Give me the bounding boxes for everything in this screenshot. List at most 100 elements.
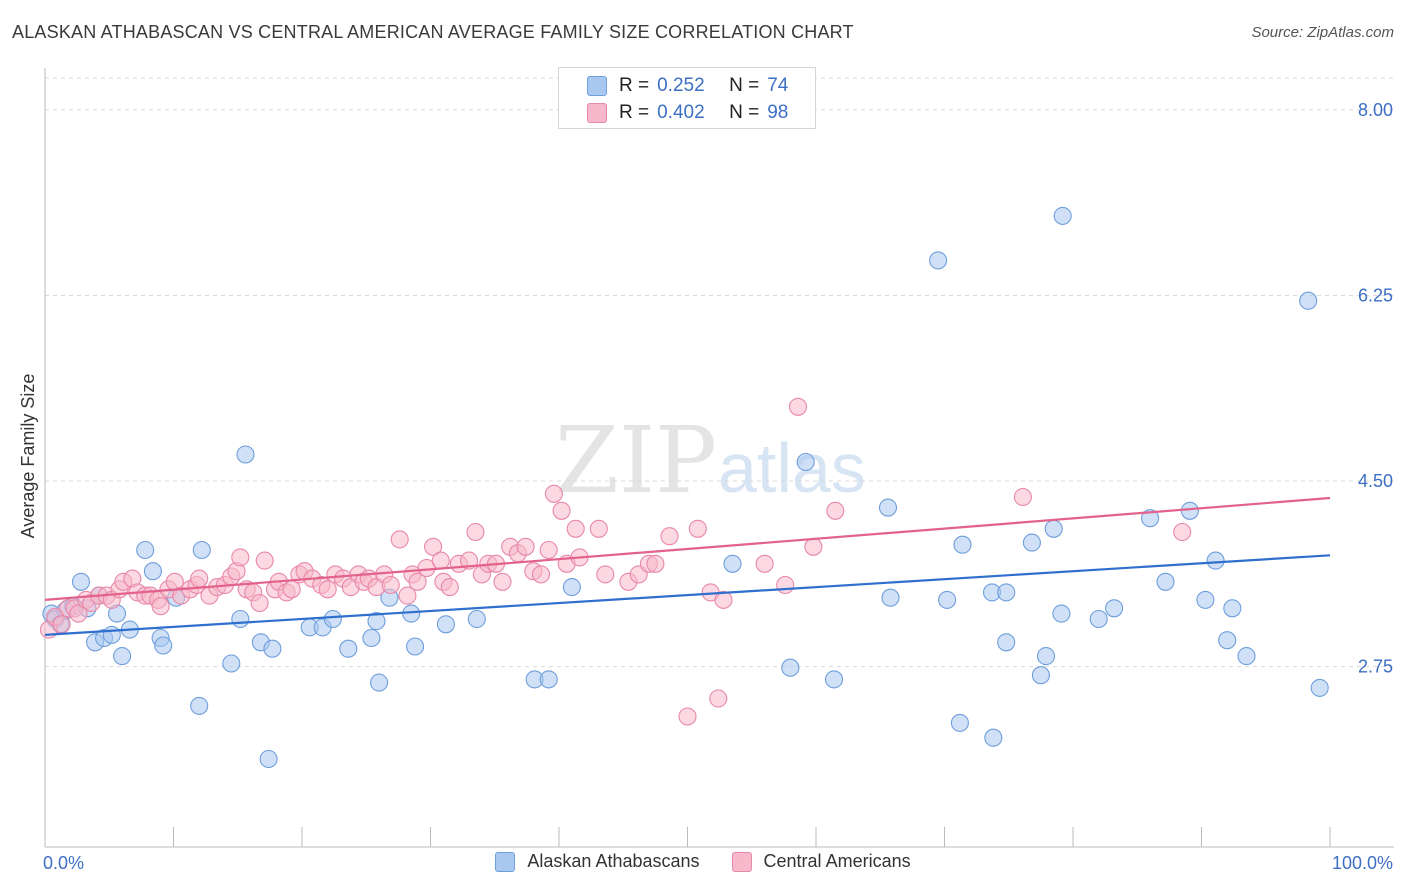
data-point (362, 628, 381, 648)
legend-item-central-american: Central Americans (731, 851, 911, 872)
y-tick-label: 8.00 (1358, 100, 1393, 120)
data-point (1299, 291, 1318, 310)
data-point (1237, 647, 1256, 666)
data-point (1173, 522, 1192, 542)
legend-swatch-athabascan (495, 851, 516, 872)
data-point (466, 522, 485, 542)
data-point (1022, 533, 1041, 552)
series-legend: Alaskan Athabascans Central Americans (0, 851, 1406, 872)
data-point (1156, 572, 1175, 591)
r-label: R = (619, 75, 650, 96)
data-point (1206, 551, 1225, 570)
data-point (1013, 487, 1032, 507)
x-tick-label: 0.0% (43, 853, 84, 873)
x-tick-label: 100.0% (1332, 853, 1393, 873)
data-point (1031, 666, 1050, 685)
data-point (370, 673, 389, 692)
r-value: 0.252 (657, 75, 705, 96)
data-point (390, 530, 409, 549)
watermark-atlas: atlas (718, 429, 866, 507)
watermark: ZIP atlas (555, 407, 866, 514)
data-point (190, 696, 209, 715)
data-point (113, 647, 132, 666)
data-point (436, 615, 455, 634)
n-value: 98 (767, 102, 789, 123)
data-point (151, 597, 170, 616)
legend-swatch-central-american (731, 851, 752, 872)
data-point (231, 609, 250, 629)
data-point (878, 498, 898, 517)
data-point (646, 554, 665, 573)
data-point (318, 580, 337, 599)
data-point (984, 728, 1003, 747)
trend-line-0 (44, 554, 1331, 636)
data-point (339, 639, 358, 658)
n-label: N = (729, 102, 760, 123)
data-point (678, 707, 697, 726)
legend-swatch-athabascan (587, 76, 607, 96)
data-point (1218, 631, 1237, 650)
y-tick-label: 6.25 (1358, 285, 1393, 305)
watermark-zip: ZIP (555, 407, 717, 514)
n-label: N = (729, 75, 760, 96)
data-point (997, 583, 1016, 602)
data-point (1052, 604, 1071, 623)
data-point (826, 501, 845, 520)
data-point (552, 501, 571, 520)
n-value: 74 (767, 75, 789, 96)
data-point (596, 565, 615, 584)
data-point (493, 572, 512, 591)
tick-labels: 2.75 4.50 6.25 8.00 0.0% 100.0% (43, 100, 1393, 873)
legend-item-athabascan: Alaskan Athabascans (495, 851, 700, 872)
data-point (431, 551, 450, 570)
data-point (263, 639, 282, 658)
chart-title: ALASKAN ATHABASCAN VS CENTRAL AMERICAN A… (12, 22, 854, 42)
data-point (539, 540, 558, 560)
data-point (136, 540, 155, 560)
data-point (562, 578, 581, 597)
data-point (950, 713, 969, 732)
data-point (688, 519, 707, 538)
data-point (714, 590, 733, 609)
series-1-points (39, 397, 1192, 726)
data-point (143, 562, 162, 581)
grid-lines (45, 77, 1394, 668)
data-point (804, 537, 823, 556)
data-point (516, 537, 535, 556)
data-point (467, 609, 486, 629)
legend-swatch-central-american (587, 103, 607, 123)
data-point (1310, 678, 1329, 697)
data-points (39, 206, 1329, 769)
axes (44, 68, 1394, 848)
y-tick-label: 2.75 (1358, 657, 1393, 677)
data-point (1053, 206, 1072, 225)
data-point (1223, 599, 1242, 618)
data-point (250, 593, 269, 613)
data-point (781, 658, 800, 677)
y-tick-label: 4.50 (1358, 471, 1393, 491)
data-point (539, 670, 558, 689)
data-point (1089, 609, 1108, 629)
data-point (1036, 647, 1056, 666)
data-point (440, 578, 459, 597)
data-point (222, 654, 241, 673)
data-point (424, 537, 443, 556)
trend-line-1 (44, 496, 1331, 601)
data-point (723, 554, 742, 573)
data-point (154, 636, 173, 655)
data-point (406, 637, 425, 656)
data-point (755, 554, 774, 573)
data-point (1180, 501, 1199, 520)
data-point (1196, 590, 1215, 609)
data-point (709, 689, 728, 708)
data-point (408, 572, 427, 591)
data-point (953, 535, 972, 554)
data-point (102, 625, 121, 644)
data-point (881, 588, 900, 607)
data-point (259, 749, 278, 769)
data-point (589, 519, 608, 538)
legend-row-athabascan: R = 0.252 N = 74 (587, 73, 788, 99)
data-point (367, 612, 386, 631)
data-point (381, 575, 400, 595)
